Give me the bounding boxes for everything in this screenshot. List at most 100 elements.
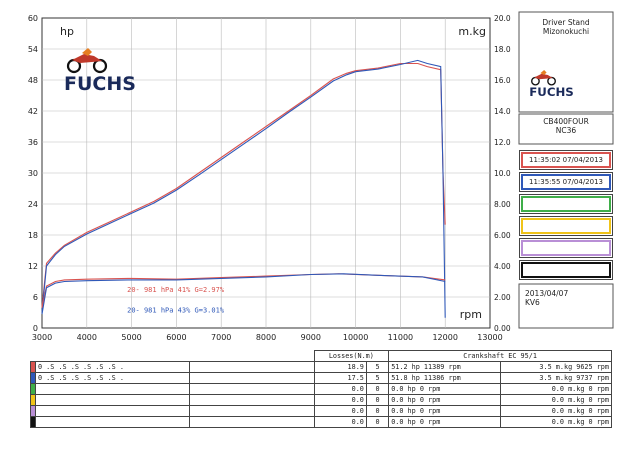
row-count: 5 [365,361,390,373]
row-notes [189,405,315,417]
row-max-torque: 0.0 m.kg 0 rpm [499,383,613,395]
y-left-tick-label: 0 [33,324,38,333]
run-slot-5[interactable] [519,238,613,258]
y-right-tick-label: 0.00 [494,324,511,333]
condition-annotation-2: 20- 981 hPa 43% G=3.01% [127,307,225,315]
row-max-power: 0.0 hp 0 rpm [388,416,501,428]
row-notes [189,394,315,406]
row-count: 0 [365,383,390,395]
y-right-tick-label: 12.0 [494,138,511,147]
footer-code: KV6 [525,298,540,307]
logo-wheel [547,76,556,86]
row-losses: 18.9 [313,361,367,373]
footer-panel-frame [518,283,614,329]
row-max-power: 0.0 hp 0 rpm [388,383,501,395]
y-right-tick-label: 18.0 [494,45,511,54]
run-label: 11:35:02 07/04/2013 [528,156,603,164]
x-tick-label: 11000 [388,333,413,342]
row-notes [189,361,315,373]
row-name: 0 .S .S .S .S .S .S . [35,372,190,384]
row-losses: 0.0 [313,383,367,395]
row-name [35,394,190,406]
row-count: 5 [365,372,390,384]
y-right-tick-label: 10.0 [494,169,511,178]
row-notes [189,383,315,395]
shop-header: Driver Stand Mizonokuchi [519,18,613,36]
results-row[interactable]: 0.0 0 0.0 hp 0 rpm 0.0 m.kg 0 rpm [30,405,613,417]
run-slot-1[interactable]: 11:35:02 07/04/2013 [519,150,613,170]
footer-info: 2013/04/07 KV6 [519,289,619,307]
run-label: 11:35:55 07/04/2013 [528,178,603,186]
x-tick-label: 9000 [301,333,321,342]
series-line-1 [41,62,446,308]
series-line-2 [41,59,446,318]
y-right-tick-label: 8.00 [494,200,511,209]
results-row[interactable]: 0.0 0 0.0 hp 0 rpm 0.0 m.kg 0 rpm [30,383,613,395]
row-count: 0 [365,405,390,417]
run-color-frame [521,240,611,256]
row-max-power: 51.8 hp 11386 rpm [388,372,501,384]
results-row[interactable]: 0.0 0 0.0 hp 0 rpm 0.0 m.kg 0 rpm [30,416,613,428]
run-color-frame [521,196,611,212]
row-max-power: 0.0 hp 0 rpm [388,394,501,406]
row-count: 0 [365,416,390,428]
run-slot-6[interactable] [519,260,613,280]
footer-date: 2013/04/07 [525,289,569,298]
results-row[interactable]: 0.0 0 0.0 hp 0 rpm 0.0 m.kg 0 rpm [30,394,613,406]
logo-wheel [92,58,108,74]
row-name: 0 .S .S .S .S .S .S . [35,361,190,373]
y-right-axis-label: m.kg [458,25,486,38]
run-slot-2[interactable]: 11:35:55 07/04/2013 [519,172,613,192]
row-losses: 0.0 [313,405,367,417]
y-right-tick-label: 16.0 [494,76,511,85]
row-notes [189,416,315,428]
logo-panel-frame [518,11,614,113]
row-name [35,383,190,395]
results-row[interactable]: 0 .S .S .S .S .S .S . 17.5 5 51.8 hp 11386 … [30,372,613,384]
row-notes [189,372,315,384]
y-right-tick-label: 4.00 [494,262,511,271]
fuchs-logo-main: FUCHS [64,48,136,95]
vehicle-code: NC36 [555,126,577,135]
vehicle-model: CB400FOUR [543,117,589,126]
row-name [35,416,190,428]
results-table: Losses(N.m) Crankshaft EC 95/1 0 .S .S .… [30,350,613,428]
logo-wordmark: FUCHS [64,73,136,95]
x-tick-label: 12000 [432,333,457,342]
y-right-tick-label: 6.00 [494,231,511,240]
y-left-tick-label: 12 [28,262,38,271]
run-slot-3[interactable] [519,194,613,214]
run-slot-4[interactable] [519,216,613,236]
y-left-tick-label: 42 [28,107,38,116]
x-tick-label: 8000 [256,333,276,342]
row-max-torque: 0.0 m.kg 0 rpm [499,416,613,428]
series-line-3 [41,273,446,309]
row-max-torque: 0.0 m.kg 0 rpm [499,405,613,417]
logo-wordmark: FUCHS [529,85,574,99]
row-losses: 0.0 [313,394,367,406]
y-right-tick-label: 2.00 [494,293,511,302]
losses-header: Losses(N.m) [313,350,390,362]
y-left-tick-label: 6 [33,293,38,302]
run-color-frame [521,218,611,234]
row-name [35,405,190,417]
y-left-tick-label: 60 [28,14,38,23]
x-tick-label: 5000 [121,333,141,342]
y-left-tick-label: 54 [28,45,38,54]
row-max-torque: 3.5 m.kg 9625 rpm [499,361,613,373]
crankshaft-header: Crankshaft EC 95/1 [388,350,612,362]
row-count: 0 [365,394,390,406]
y-left-axis-label: hp [60,25,74,38]
vehicle-panel-frame [518,113,614,145]
y-right-tick-label: 20.0 [494,14,511,23]
x-tick-label: 7000 [211,333,231,342]
vehicle-info: CB400FOUR NC36 [519,117,613,135]
logo-rider [82,48,92,56]
run-color-frame [521,262,611,278]
logo-rider [540,70,547,75]
results-row[interactable]: 0 .S .S .S .S .S .S . 18.9 5 51.2 hp 11389 … [30,361,613,373]
row-max-power: 51.2 hp 11389 rpm [388,361,501,373]
series-line-4 [41,273,446,315]
shop-header-line2: Mizonokuchi [542,27,590,36]
row-max-torque: 0.0 m.kg 0 rpm [499,394,613,406]
